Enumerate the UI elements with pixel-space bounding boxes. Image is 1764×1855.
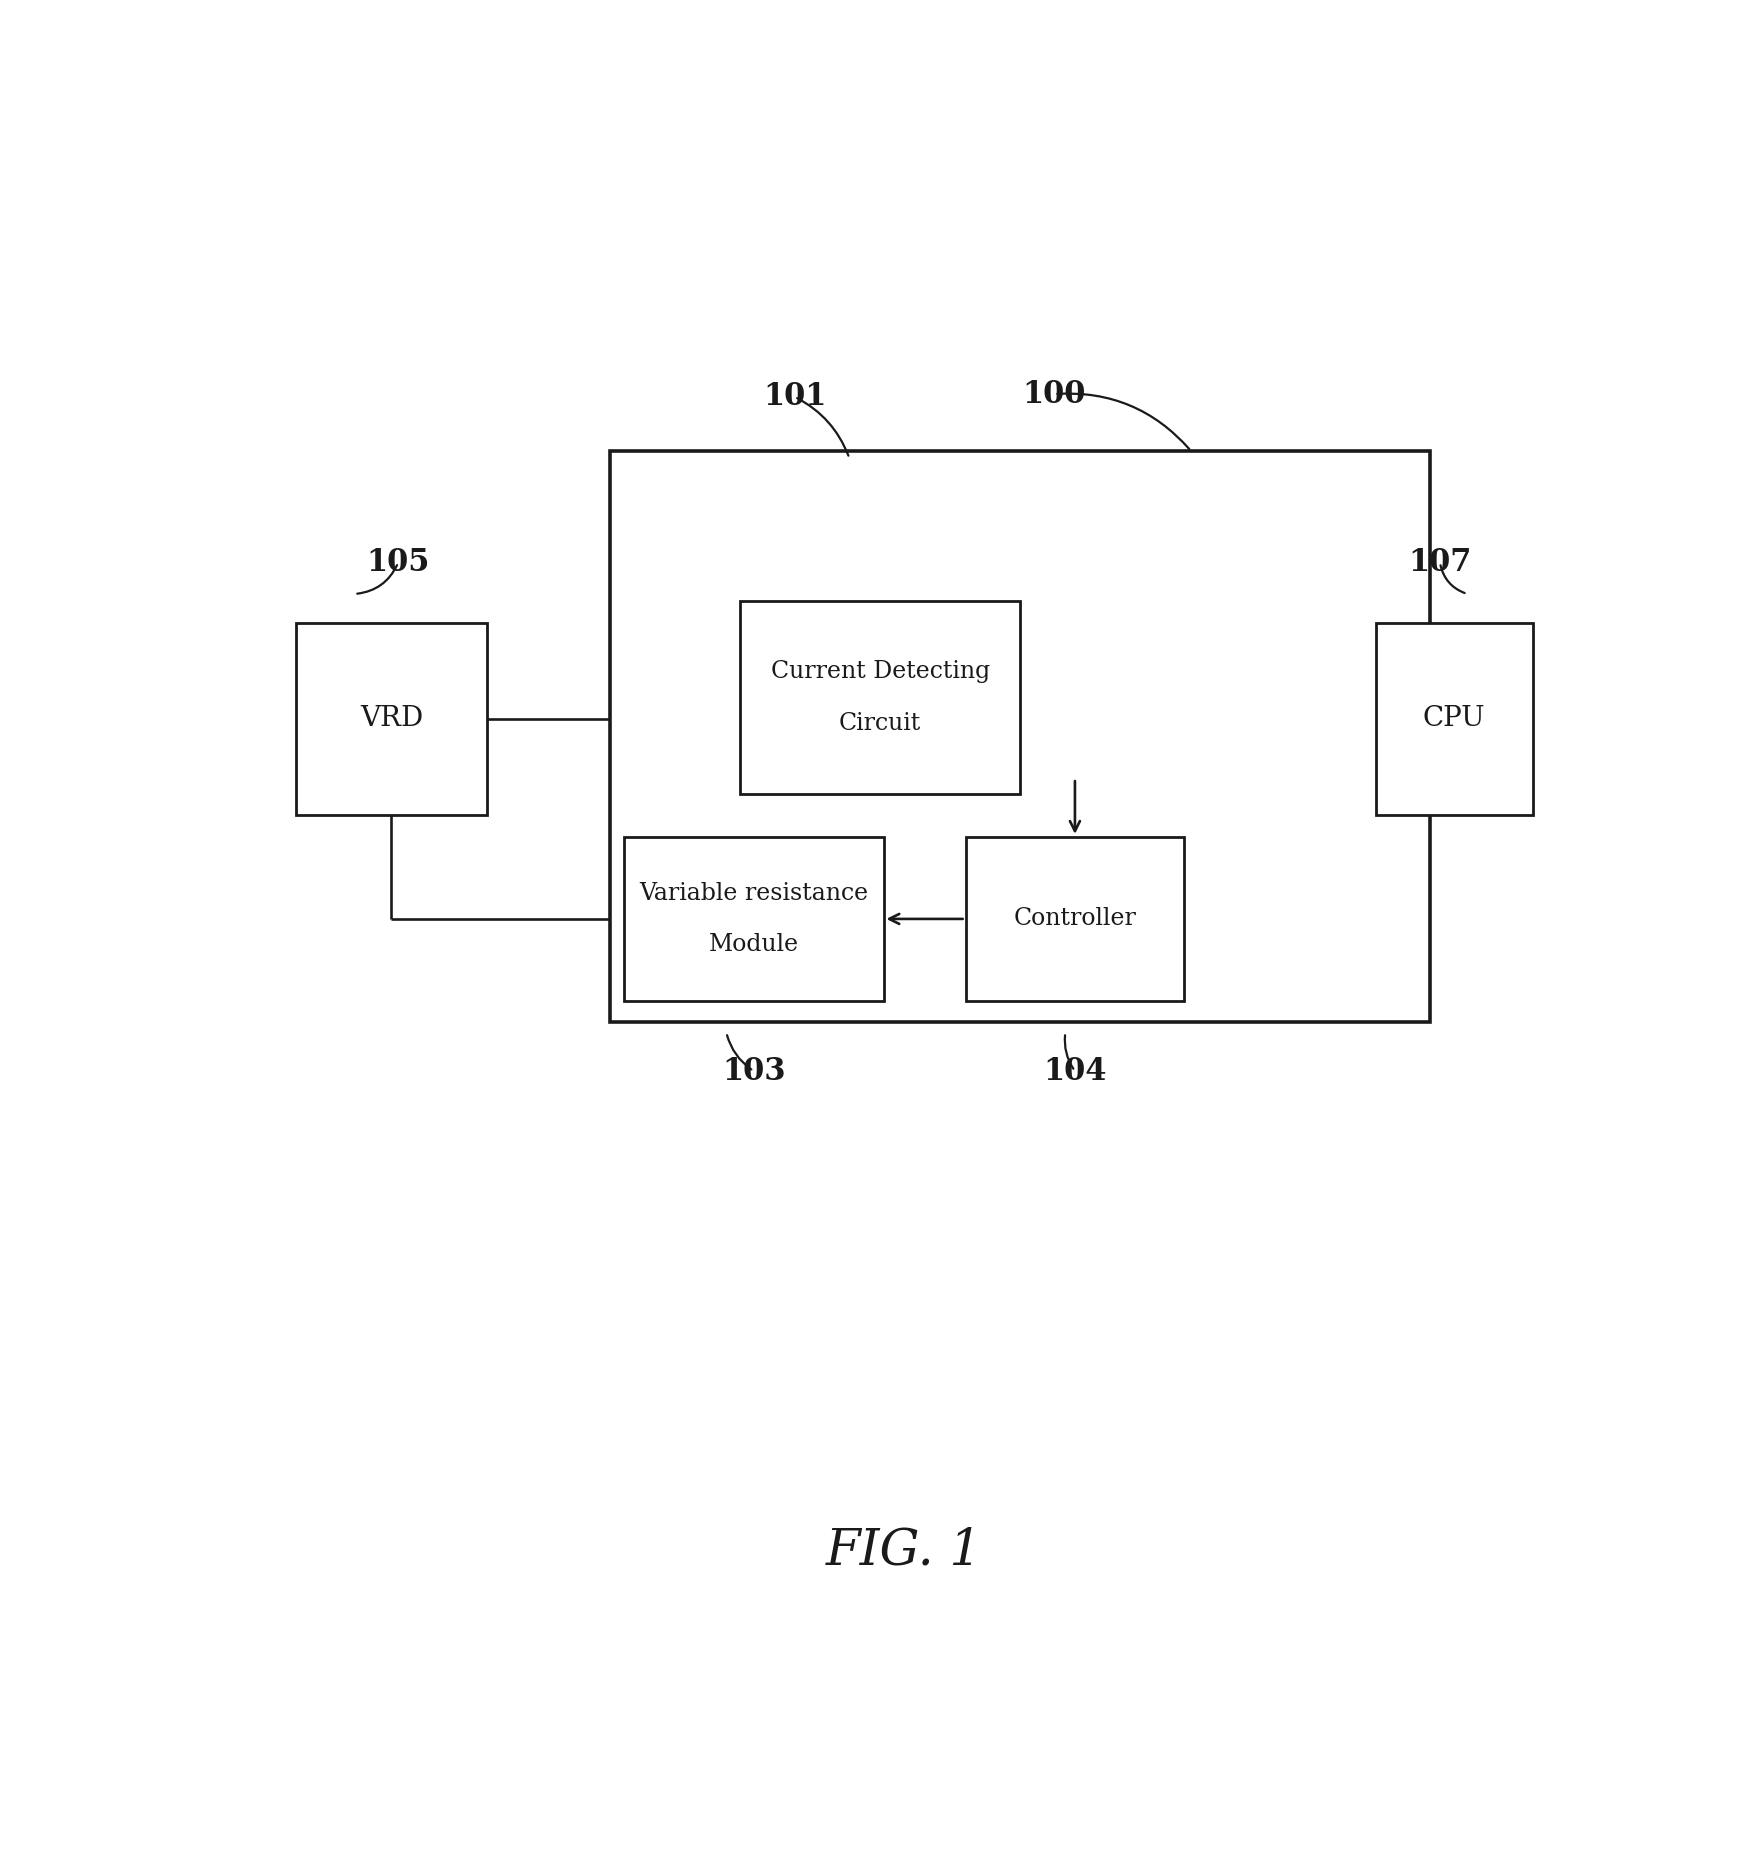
Text: 104: 104 — [1043, 1055, 1106, 1087]
Text: Module: Module — [709, 933, 799, 955]
Text: 100: 100 — [1023, 378, 1087, 410]
Text: 101: 101 — [764, 382, 826, 412]
Bar — [624, 837, 884, 1002]
Text: Controller: Controller — [1014, 907, 1136, 931]
Text: 103: 103 — [721, 1055, 785, 1087]
Text: 105: 105 — [367, 547, 430, 579]
Bar — [965, 837, 1184, 1002]
Text: Current Detecting: Current Detecting — [771, 660, 990, 683]
Bar — [741, 601, 1020, 794]
Text: Circuit: Circuit — [840, 712, 921, 735]
Bar — [1376, 623, 1533, 816]
Bar — [610, 451, 1431, 1022]
Text: Variable resistance: Variable resistance — [639, 881, 868, 905]
Bar — [296, 623, 487, 816]
Text: CPU: CPU — [1424, 705, 1485, 733]
Text: 107: 107 — [1408, 547, 1471, 579]
Text: FIG. 1: FIG. 1 — [826, 1527, 983, 1575]
Text: VRD: VRD — [360, 705, 423, 733]
